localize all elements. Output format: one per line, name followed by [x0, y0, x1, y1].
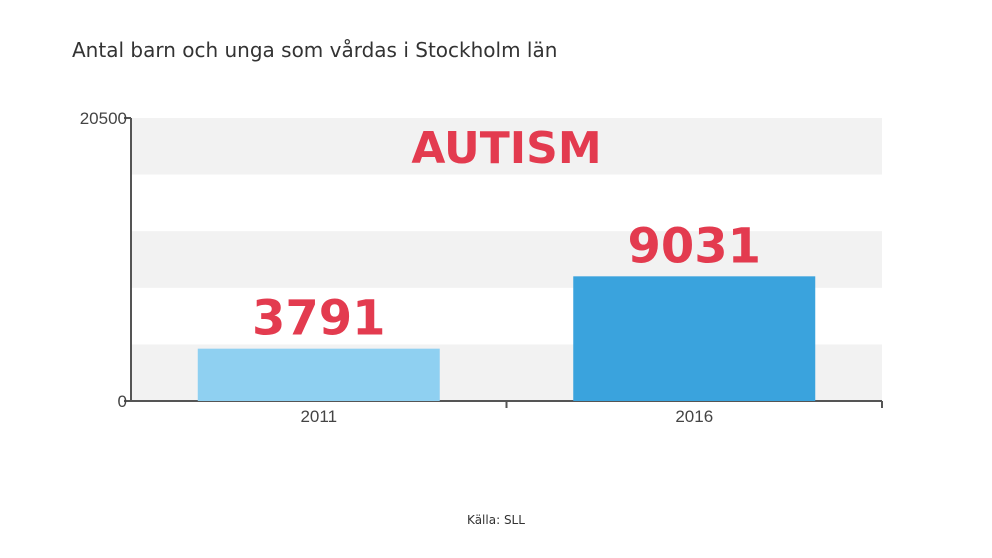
x-tick-label: 2011 [300, 407, 337, 426]
bar [197, 348, 440, 401]
chart-title: Antal barn och unga som vårdas i Stockho… [72, 38, 558, 62]
grid-band [131, 118, 882, 175]
chart-annotation: AUTISM [411, 123, 601, 174]
bar [573, 276, 816, 401]
source-note: Källa: SLL [467, 513, 525, 527]
data-label: 9031 [627, 218, 761, 274]
x-tick-label: 2016 [675, 407, 713, 426]
bars [197, 276, 816, 401]
labels: 3791 2011 9031 2016 AUTISM [252, 123, 761, 426]
y-tick-label: 20500 [80, 109, 127, 128]
y-tick-label: 0 [118, 392, 127, 411]
data-label: 3791 [252, 291, 386, 347]
